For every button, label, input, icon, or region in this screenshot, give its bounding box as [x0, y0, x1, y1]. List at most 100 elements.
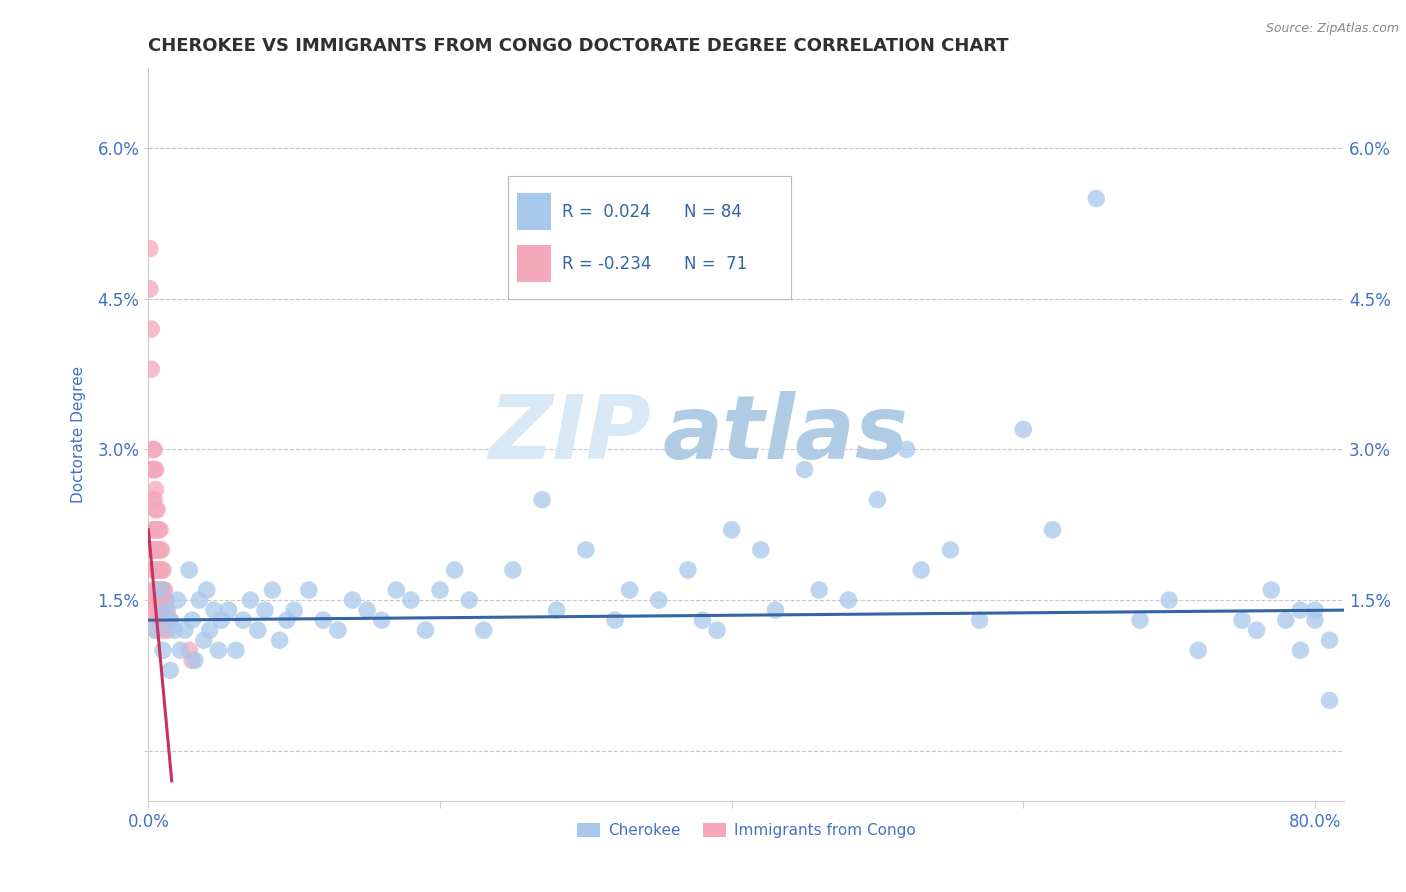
- Point: [207, 643, 229, 657]
- Text: R =  0.024: R = 0.024: [562, 202, 651, 220]
- Point: [148, 523, 170, 537]
- Legend: Cherokee, Immigrants from Congo: Cherokee, Immigrants from Congo: [571, 817, 921, 845]
- Point: [283, 603, 305, 617]
- Point: [150, 613, 173, 627]
- Point: [152, 624, 174, 638]
- Point: [472, 624, 495, 638]
- Point: [619, 582, 641, 597]
- Point: [150, 563, 173, 577]
- Point: [262, 582, 284, 597]
- Point: [202, 603, 225, 617]
- Point: [145, 542, 167, 557]
- Point: [145, 523, 167, 537]
- Point: [1230, 613, 1253, 627]
- Point: [155, 613, 177, 627]
- Point: [209, 613, 232, 627]
- Point: [146, 502, 169, 516]
- Y-axis label: Doctorate Degree: Doctorate Degree: [72, 366, 86, 503]
- Point: [142, 492, 165, 507]
- Point: [502, 563, 524, 577]
- Point: [145, 603, 167, 617]
- FancyBboxPatch shape: [516, 245, 551, 282]
- Point: [146, 563, 169, 577]
- Point: [181, 653, 204, 667]
- Point: [298, 582, 321, 597]
- Point: [149, 542, 172, 557]
- Point: [152, 593, 174, 607]
- Point: [326, 624, 349, 638]
- Text: Source: ZipAtlas.com: Source: ZipAtlas.com: [1265, 22, 1399, 36]
- Point: [218, 603, 240, 617]
- Point: [342, 593, 364, 607]
- Point: [1289, 643, 1312, 657]
- Point: [145, 582, 167, 597]
- Point: [148, 603, 170, 617]
- Point: [156, 603, 179, 617]
- Point: [141, 542, 163, 557]
- Point: [145, 502, 167, 516]
- Point: [143, 582, 166, 597]
- Point: [458, 593, 481, 607]
- Point: [148, 582, 170, 597]
- Point: [143, 523, 166, 537]
- Point: [1246, 624, 1268, 638]
- Point: [939, 542, 962, 557]
- Point: [159, 613, 181, 627]
- Point: [155, 603, 177, 617]
- Point: [356, 603, 378, 617]
- Point: [1129, 613, 1152, 627]
- Point: [163, 624, 186, 638]
- Point: [143, 603, 166, 617]
- Point: [193, 633, 215, 648]
- Point: [150, 542, 173, 557]
- Point: [1319, 693, 1341, 707]
- Point: [254, 603, 277, 617]
- Point: [415, 624, 437, 638]
- Point: [156, 624, 179, 638]
- Point: [150, 582, 173, 597]
- Point: [143, 542, 166, 557]
- Point: [169, 643, 191, 657]
- Point: [1303, 603, 1326, 617]
- Point: [152, 582, 174, 597]
- Point: [143, 593, 166, 607]
- Point: [142, 462, 165, 476]
- Point: [269, 633, 291, 648]
- Point: [146, 593, 169, 607]
- Point: [143, 442, 166, 457]
- Point: [142, 593, 165, 607]
- Point: [146, 523, 169, 537]
- Point: [146, 582, 169, 597]
- Point: [145, 593, 167, 607]
- Point: [149, 563, 172, 577]
- Point: [142, 442, 165, 457]
- Point: [152, 613, 174, 627]
- Point: [155, 593, 177, 607]
- Point: [239, 593, 262, 607]
- Point: [152, 603, 174, 617]
- Point: [139, 282, 162, 296]
- Point: [399, 593, 422, 607]
- Text: N =  71: N = 71: [683, 254, 747, 272]
- Point: [246, 624, 269, 638]
- Point: [896, 442, 918, 457]
- Point: [148, 542, 170, 557]
- Point: [1159, 593, 1181, 607]
- Point: [181, 613, 204, 627]
- Point: [188, 593, 211, 607]
- Text: ZIP: ZIP: [488, 391, 651, 478]
- Point: [276, 613, 298, 627]
- Text: atlas: atlas: [662, 391, 908, 478]
- Point: [141, 322, 163, 336]
- Point: [793, 462, 815, 476]
- Point: [149, 582, 172, 597]
- Point: [1289, 603, 1312, 617]
- Point: [142, 563, 165, 577]
- Point: [145, 624, 167, 638]
- Point: [385, 582, 408, 597]
- Point: [969, 613, 991, 627]
- Point: [148, 563, 170, 577]
- Point: [1260, 582, 1282, 597]
- Point: [910, 563, 932, 577]
- Point: [145, 613, 167, 627]
